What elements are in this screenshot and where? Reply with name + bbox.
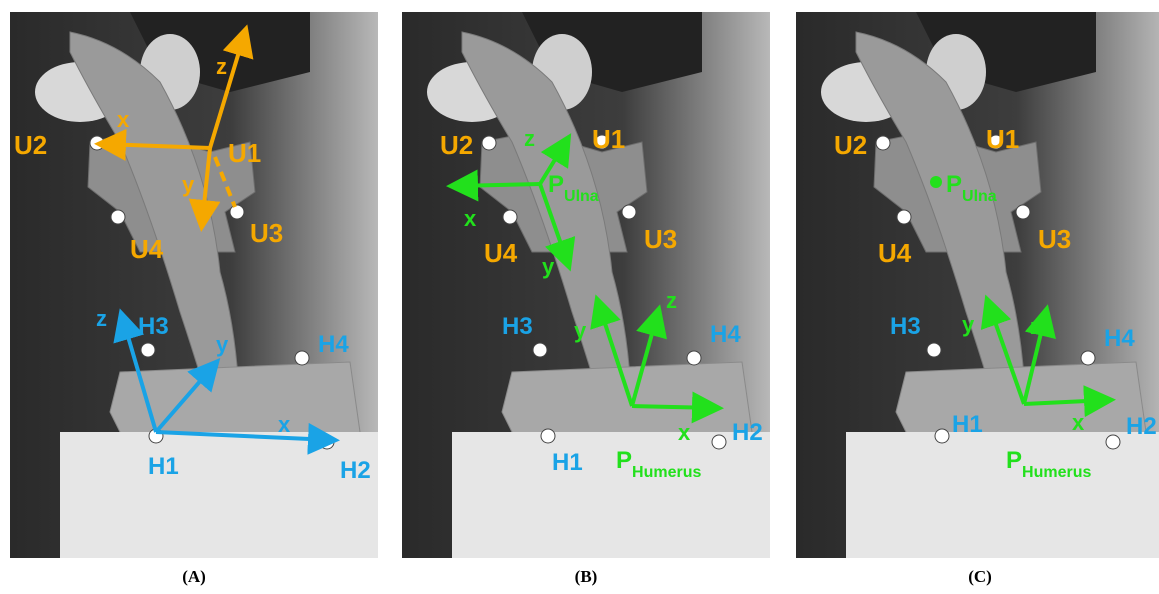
marker-label-u2: U2 bbox=[440, 130, 473, 160]
humerus-x-axis bbox=[1023, 385, 1116, 418]
marker-label-u2: U2 bbox=[14, 130, 47, 160]
ulna-z-axis bbox=[538, 133, 572, 186]
ulna-anatomical-frame bbox=[446, 133, 576, 272]
origin-ulna-main: P bbox=[548, 171, 564, 198]
ulna-y-axis bbox=[538, 183, 576, 272]
humerus-z-label: z bbox=[96, 306, 107, 331]
marker-label-h3: H3 bbox=[502, 313, 533, 340]
humerus-y-axis bbox=[590, 294, 634, 407]
ulna-y-label: y bbox=[542, 254, 555, 279]
origin-ulna-label: PUlna bbox=[548, 171, 599, 205]
ulna-y-axis bbox=[188, 147, 221, 232]
marker-label-h4: H4 bbox=[710, 321, 741, 348]
panel-b-graphic: z x y PUlna U1 U2 U3 U4 y z x PHumerus H… bbox=[402, 12, 770, 558]
origin-ulna-label: PUlna bbox=[946, 171, 997, 205]
reflective-markers bbox=[875, 134, 1121, 450]
marker-label-u4: U4 bbox=[878, 238, 912, 268]
humerus-y-label: y bbox=[574, 318, 587, 343]
ulna-tracker-frame bbox=[94, 24, 254, 232]
marker-label-u1: U1 bbox=[592, 124, 625, 154]
humerus-y-axis bbox=[154, 357, 221, 434]
ulna-x-axis bbox=[94, 128, 211, 161]
origin-ulna-main: P bbox=[946, 171, 962, 198]
marker-label-h3: H3 bbox=[890, 313, 921, 340]
ulna-x-label: x bbox=[117, 107, 130, 132]
humerus-y-label: y bbox=[216, 332, 229, 357]
marker-label-h1: H1 bbox=[952, 411, 983, 438]
origin-humerus-sub: Humerus bbox=[632, 464, 701, 481]
ulna-x-label: x bbox=[464, 206, 477, 231]
marker-label-h2: H2 bbox=[1126, 413, 1157, 440]
marker-label-h4: H4 bbox=[1104, 325, 1135, 352]
marker-label-u3: U3 bbox=[1038, 224, 1071, 254]
humerus-z-axis bbox=[630, 304, 668, 407]
photo-panel-a: z x y U1 U2 U3 U4 z y x H1 H2 H3 H4 bbox=[10, 12, 378, 558]
humerus-anatomical-frame bbox=[590, 294, 724, 424]
panel-a-graphic: z x y U1 U2 U3 U4 z y x H1 H2 H3 H4 bbox=[10, 12, 378, 558]
origin-ulna-point bbox=[930, 176, 942, 188]
marker-label-h1: H1 bbox=[148, 453, 179, 480]
marker-label-h2: H2 bbox=[732, 419, 763, 446]
panel-c-graphic: PUlna U1 U2 U3 U4 y z x PHumerus H1 H2 H… bbox=[796, 12, 1159, 558]
marker-label-h4: H4 bbox=[318, 331, 349, 358]
marker-label-h1: H1 bbox=[552, 449, 583, 476]
ulna-x-axis bbox=[446, 169, 541, 202]
ulna-z-label: z bbox=[216, 54, 227, 79]
humerus-x-axis bbox=[155, 422, 340, 455]
photo-panel-c: PUlna U1 U2 U3 U4 y z x PHumerus H1 H2 H… bbox=[796, 12, 1159, 558]
panel-c-caption: (C) bbox=[968, 567, 992, 586]
origin-humerus-main: P bbox=[1006, 447, 1022, 474]
reflective-markers bbox=[481, 134, 727, 450]
humerus-tracker-frame bbox=[113, 308, 340, 455]
ulna-y-label: y bbox=[182, 172, 195, 197]
marker-label-h3: H3 bbox=[138, 313, 169, 340]
ulna-z-axis bbox=[208, 24, 254, 149]
humerus-x-label: x bbox=[678, 420, 691, 445]
humerus-x-label: x bbox=[1072, 410, 1085, 435]
humerus-z-label: z bbox=[1030, 314, 1041, 339]
humerus-x-axis bbox=[631, 391, 724, 424]
humerus-y-axis bbox=[980, 294, 1026, 405]
marker-label-u4: U4 bbox=[484, 238, 518, 268]
panel-a-caption: (A) bbox=[182, 567, 206, 586]
ulna-z-label: z bbox=[524, 126, 535, 151]
ulna-dashed-line bbox=[213, 156, 237, 208]
origin-ulna-sub: Ulna bbox=[962, 188, 997, 205]
marker-label-u1: U1 bbox=[228, 138, 261, 168]
panel-b-caption: (B) bbox=[574, 567, 598, 586]
humerus-z-label: z bbox=[666, 288, 677, 313]
humerus-y-label: y bbox=[962, 312, 975, 337]
marker-label-u3: U3 bbox=[644, 224, 677, 254]
humerus-anatomical-frame bbox=[980, 294, 1116, 418]
marker-label-u3: U3 bbox=[250, 218, 283, 248]
marker-label-h2: H2 bbox=[340, 457, 371, 484]
origin-humerus-main: P bbox=[616, 447, 632, 474]
origin-humerus-label: PHumerus bbox=[1006, 447, 1091, 481]
humerus-x-label: x bbox=[278, 412, 291, 437]
marker-label-u4: U4 bbox=[130, 234, 164, 264]
origin-humerus-sub: Humerus bbox=[1022, 464, 1091, 481]
photo-panel-b: z x y PUlna U1 U2 U3 U4 y z x PHumerus H… bbox=[402, 12, 770, 558]
marker-label-u2: U2 bbox=[834, 130, 867, 160]
humerus-z-axis bbox=[113, 308, 158, 433]
origin-ulna-sub: Ulna bbox=[564, 188, 599, 205]
marker-label-u1: U1 bbox=[986, 124, 1019, 154]
table-block bbox=[846, 432, 1159, 558]
origin-humerus-label: PHumerus bbox=[616, 447, 701, 481]
humerus-z-axis bbox=[1022, 304, 1056, 405]
table-block bbox=[60, 432, 378, 558]
table-block bbox=[452, 432, 770, 558]
